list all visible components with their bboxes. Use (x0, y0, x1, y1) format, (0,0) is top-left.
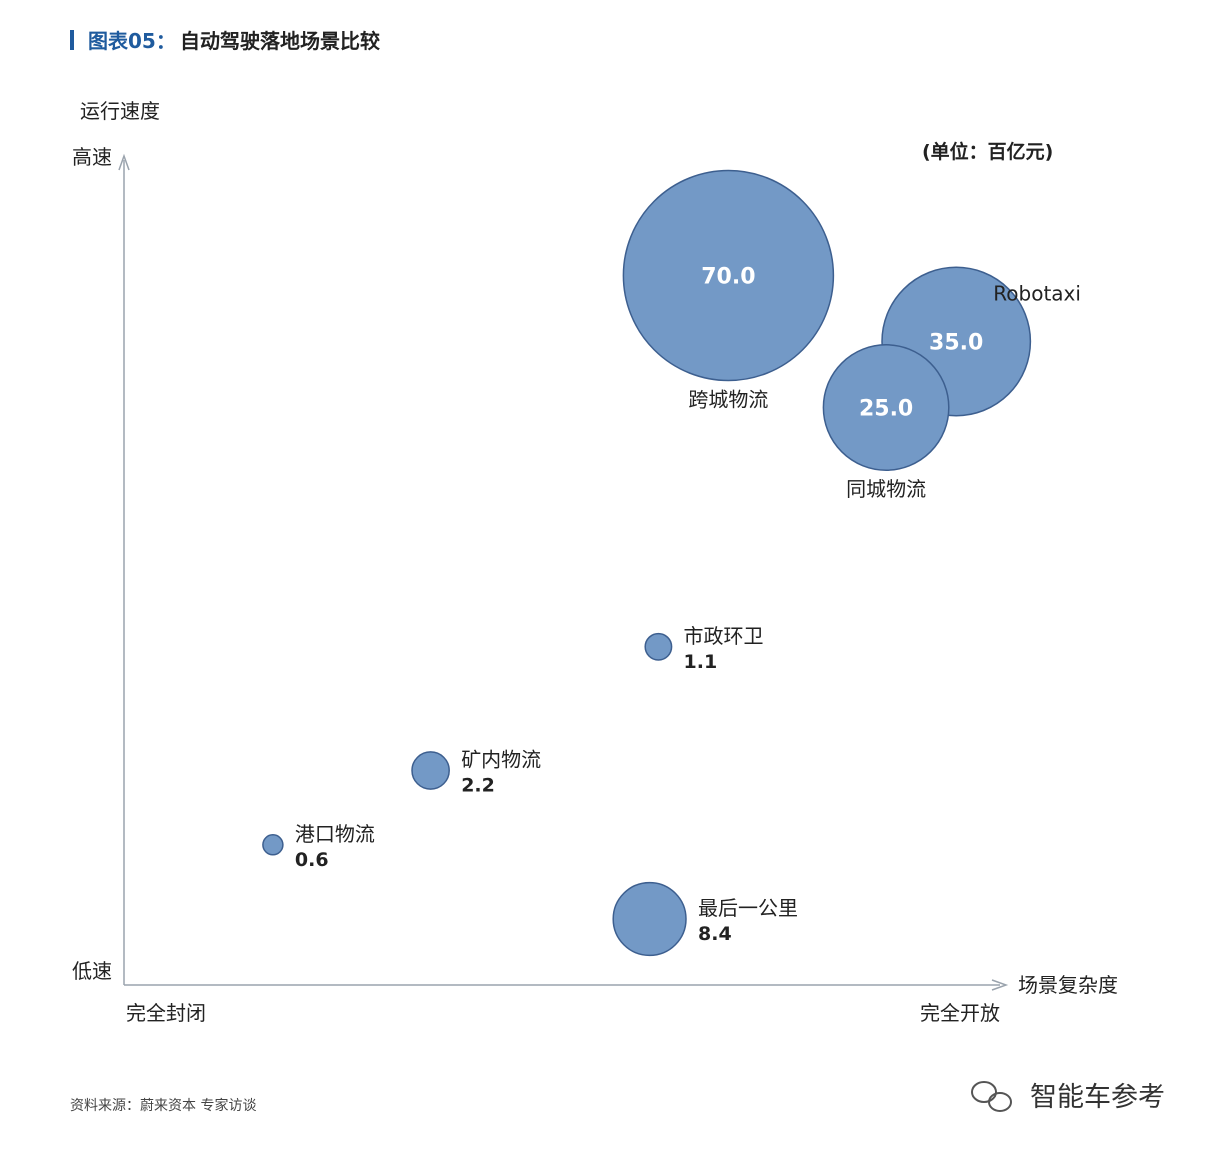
bubble-name-label-4: 矿内物流 (461, 748, 541, 772)
bubble-value-label-4: 2.2 (461, 775, 495, 797)
bubble-name-label-5: 港口物流 (295, 822, 375, 846)
x-axis-open-label: 完全开放 (920, 1001, 1000, 1025)
bubble-4 (411, 751, 450, 790)
source-note: 资料来源：蔚来资本 专家访谈 (70, 1097, 256, 1114)
bubble-value-label-5: 0.6 (295, 849, 329, 871)
bubble-5 (262, 834, 284, 856)
y-axis-low-label: 低速 (72, 959, 112, 983)
bubble-value-label-6: 8.4 (698, 923, 732, 945)
bubble-0 (622, 169, 835, 382)
bubble-name-label-1: Robotaxi (993, 282, 1081, 306)
bubble-2 (822, 344, 950, 471)
y-axis-title: 运行速度 (80, 99, 160, 123)
bubble-name-label-0: 跨城物流 (688, 388, 768, 412)
y-axis-high-label: 高速 (72, 145, 112, 169)
x-axis-closed-label: 完全封闭 (126, 1001, 206, 1025)
bubble-name-label-2: 同城物流 (846, 477, 926, 501)
bubble-name-label-6: 最后一公里 (698, 896, 798, 920)
wechat-icon (971, 1081, 1012, 1112)
x-axis-arrow-icon (991, 979, 1009, 991)
bubble-value-label-1: 35.0 (929, 331, 983, 356)
title-accent-bar (70, 30, 74, 50)
brand-logo: 智能车参考 (971, 1081, 1165, 1113)
bubble-value-label-3: 1.1 (684, 651, 718, 673)
figure-number: 图表05： (88, 29, 176, 53)
bubble-3 (644, 632, 673, 661)
x-axis-open-end-label: 场景复杂度 (1018, 973, 1118, 997)
bubble-value-label-0: 70.0 (701, 265, 755, 290)
y-axis-arrow-icon (118, 153, 130, 171)
brand-name: 智能车参考 (1030, 1082, 1165, 1113)
bubble-name-label-3: 市政环卫 (684, 624, 764, 648)
bubble-6 (612, 881, 687, 957)
unit-label: (单位：百亿元) (922, 140, 1053, 163)
bubble-value-label-2: 25.0 (859, 397, 913, 422)
chart-title: 自动驾驶落地场景比较 (180, 29, 380, 53)
